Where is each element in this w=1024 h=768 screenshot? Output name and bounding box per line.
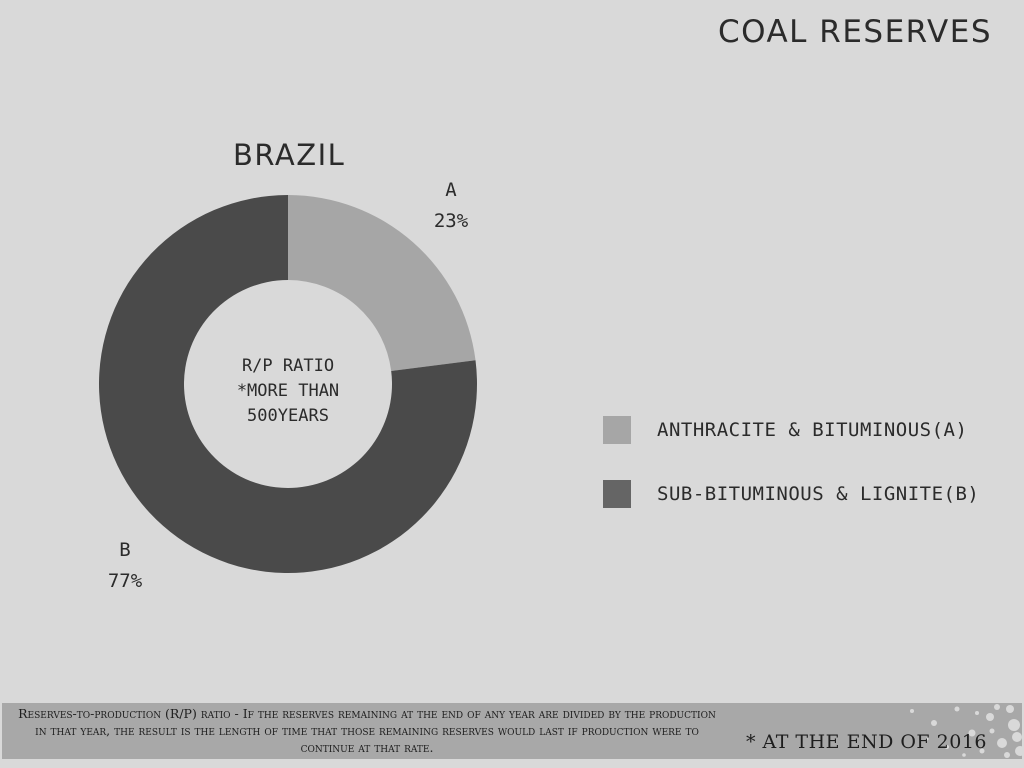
donut-slice-b (99, 195, 477, 573)
center-text-line: *MORE THAN (237, 381, 339, 401)
footer-band (2, 703, 1022, 759)
slice-label: A (445, 179, 457, 201)
center-text-layer: R/P RATIO *MORE THAN 500YEARS (237, 356, 339, 426)
slices-layer (99, 195, 477, 573)
center-text-line: 500YEARS (247, 406, 329, 426)
slice-value-label: 23% (434, 210, 469, 232)
donut-slice-a (288, 195, 476, 371)
date-note: * AT THE END OF 2016 (745, 731, 987, 753)
legend-swatch (603, 416, 631, 444)
grunge-texture (910, 704, 1022, 758)
legend-item-anthracite: ANTHRACITE & BITUMINOUS(A) (603, 416, 967, 444)
page-title: COAL RESERVES (717, 14, 992, 50)
legend-label: SUB-BITUMINOUS & LIGNITE(B) (657, 483, 980, 505)
legend-label: ANTHRACITE & BITUMINOUS(A) (657, 419, 968, 441)
slice-labels-layer: A 23% B 77% (108, 179, 469, 592)
legend-swatch (603, 480, 631, 508)
legend-item-sub-bituminous: SUB-BITUMINOUS & LIGNITE(B) (603, 480, 979, 508)
slice-value-label: 77% (108, 570, 143, 592)
center-text-line: R/P RATIO (242, 356, 334, 376)
chart-title: BRAZIL (233, 138, 346, 172)
slice-label: B (119, 539, 130, 561)
rp-ratio-footnote: Reserves-to-production (R/P) ratio - If … (18, 706, 716, 755)
